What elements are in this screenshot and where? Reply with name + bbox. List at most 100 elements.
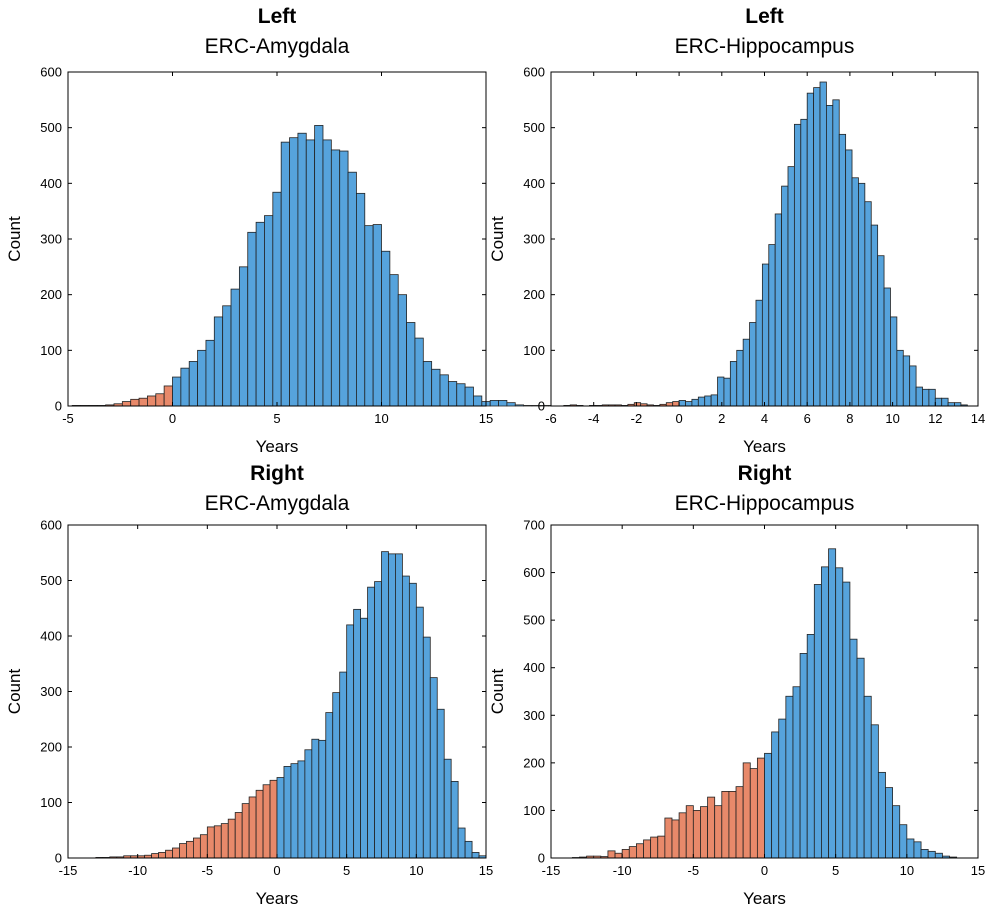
histogram-bar: [835, 567, 844, 859]
histogram-bar: [364, 225, 374, 407]
histogram-bar: [793, 123, 802, 407]
x-tick-label: 10: [885, 411, 899, 426]
y-tick-label: 500: [40, 573, 62, 588]
histogram-bar: [422, 636, 431, 859]
y-tick-label: 300: [40, 232, 62, 247]
histogram-bar: [909, 365, 917, 407]
x-tick-label: 0: [169, 411, 176, 426]
histogram-bar: [863, 695, 872, 859]
y-tick-label: 200: [40, 740, 62, 755]
chart-3-title: Right: [250, 462, 304, 485]
histogram-bar: [130, 398, 140, 407]
histogram-bar: [192, 837, 201, 859]
histogram-bar: [188, 361, 198, 407]
histogram-bar: [899, 824, 908, 859]
histogram-bar: [450, 781, 459, 859]
histogram-bar: [414, 337, 424, 407]
histogram-bar: [636, 843, 644, 859]
histogram-bar: [920, 849, 929, 859]
histogram-bar: [849, 638, 858, 859]
histogram-bar: [464, 840, 473, 859]
histogram-bar: [877, 771, 886, 859]
histogram-bar: [388, 553, 396, 859]
histogram-bar: [374, 581, 382, 859]
histogram-bar: [180, 367, 190, 407]
x-tick-label: 5: [343, 863, 350, 878]
histogram-bar: [473, 395, 483, 407]
histogram-bar: [664, 817, 673, 859]
histogram-bar: [360, 617, 368, 859]
histogram-bar: [283, 766, 292, 859]
y-axis-label: Count: [5, 216, 24, 262]
histogram-bar: [742, 338, 750, 407]
x-tick-label: 6: [804, 411, 811, 426]
histogram-bar: [431, 368, 441, 407]
chart-3-subtitle: ERC-Amygdala: [204, 492, 350, 515]
histogram-bar: [381, 551, 389, 859]
histogram-bar: [206, 826, 215, 859]
y-tick-label: 100: [523, 803, 545, 818]
histogram-bar: [828, 548, 837, 859]
x-axis-label: Years: [256, 437, 299, 456]
histogram-bar: [885, 787, 893, 859]
histogram-bar: [806, 92, 815, 407]
x-tick-label: 15: [479, 863, 493, 878]
histogram-bar: [728, 791, 737, 859]
histogram-bar: [710, 394, 718, 407]
histogram-bar: [821, 566, 829, 859]
y-tick-label: 400: [523, 660, 545, 675]
y-tick-label: 300: [523, 708, 545, 723]
histogram-bar: [325, 712, 334, 859]
histogram-bar: [147, 395, 157, 407]
histogram-bar: [941, 397, 949, 407]
histogram-bar: [339, 671, 348, 859]
histogram-bar: [864, 201, 872, 407]
chart-2-title: Left: [745, 5, 784, 28]
histogram-bar: [318, 739, 327, 859]
x-tick-label: 12: [928, 411, 942, 426]
y-tick-label: 600: [40, 518, 62, 533]
histogram-bar: [397, 294, 407, 407]
y-axis-label: Count: [488, 669, 507, 715]
histogram-bar: [813, 87, 821, 407]
histogram-bar: [172, 847, 180, 859]
x-axis-label: Years: [743, 437, 786, 456]
chart-1-subtitle: ERC-Amygdala: [204, 35, 350, 58]
histogram-bar: [305, 139, 316, 407]
histogram-bar: [199, 834, 208, 859]
histogram-bar: [800, 118, 808, 407]
histogram-bar: [138, 397, 148, 407]
histogram-bar: [877, 255, 885, 407]
y-tick-label: 200: [523, 755, 545, 770]
histogram-bar: [241, 803, 250, 859]
histogram-bar: [297, 760, 306, 859]
y-tick-label: 400: [40, 176, 62, 191]
x-tick-label: 4: [761, 411, 768, 426]
y-tick-label: 100: [523, 343, 545, 358]
histogram-bar: [633, 402, 642, 407]
histogram-bar: [330, 149, 341, 407]
histogram-bar: [927, 850, 936, 859]
x-tick-label: 14: [971, 411, 985, 426]
histogram-bar: [151, 853, 159, 859]
histogram-bar: [700, 806, 708, 859]
histogram-bar: [406, 322, 416, 407]
histogram-bar: [704, 395, 712, 407]
y-tick-label: 300: [40, 684, 62, 699]
y-axis-label: Count: [488, 216, 507, 262]
histogram-bar: [489, 400, 499, 407]
histogram-bar: [443, 758, 452, 859]
histogram-bar: [902, 355, 911, 407]
y-axis-label: Count: [5, 669, 24, 715]
y-tick-label: 600: [523, 65, 545, 80]
histogram-bar: [304, 749, 313, 859]
histogram-bar: [922, 388, 930, 407]
histogram-bar: [356, 192, 366, 407]
histogram-bar: [729, 361, 738, 407]
histogram-bar: [121, 401, 132, 407]
y-tick-label: 500: [523, 120, 545, 135]
histogram-bar: [707, 796, 716, 859]
y-tick-label: 400: [40, 629, 62, 644]
